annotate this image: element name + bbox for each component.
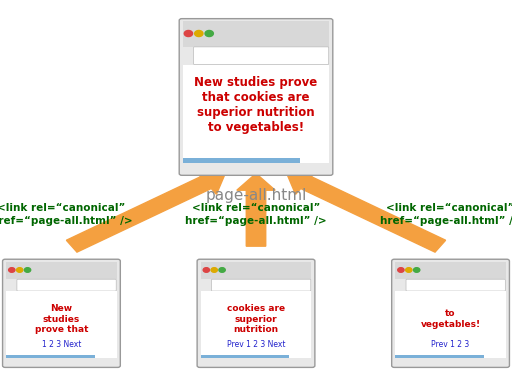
Text: page-all.html: page-all.html — [205, 188, 307, 203]
Circle shape — [406, 268, 412, 272]
Bar — [6, 262, 117, 279]
Bar — [183, 65, 329, 163]
Circle shape — [205, 31, 214, 37]
Bar — [201, 355, 289, 358]
Text: New
studies
prove that: New studies prove that — [35, 304, 88, 334]
Bar — [183, 158, 300, 163]
Text: Prev 1 2 3: Prev 1 2 3 — [432, 340, 470, 349]
FancyArrow shape — [287, 171, 445, 252]
Bar — [6, 355, 95, 358]
FancyBboxPatch shape — [17, 279, 116, 291]
FancyBboxPatch shape — [194, 47, 329, 65]
Bar — [201, 262, 311, 279]
Circle shape — [16, 268, 23, 272]
Circle shape — [25, 268, 31, 272]
Bar — [201, 291, 311, 358]
Circle shape — [398, 268, 404, 272]
Bar — [6, 291, 117, 358]
FancyArrow shape — [67, 171, 225, 252]
Circle shape — [219, 268, 225, 272]
Circle shape — [9, 268, 15, 272]
Text: 1 2 3 Next: 1 2 3 Next — [42, 340, 81, 349]
Bar — [395, 262, 506, 279]
Text: Prev 1 2 3 Next: Prev 1 2 3 Next — [227, 340, 285, 349]
Text: to
vegetables!: to vegetables! — [420, 309, 481, 329]
Circle shape — [195, 31, 203, 37]
FancyBboxPatch shape — [179, 19, 333, 175]
Bar — [183, 21, 329, 47]
Text: <link rel=“canonical”
href=“page-all.html” />: <link rel=“canonical” href=“page-all.htm… — [0, 203, 132, 226]
Circle shape — [203, 268, 209, 272]
FancyBboxPatch shape — [211, 279, 311, 291]
FancyBboxPatch shape — [406, 279, 505, 291]
FancyArrow shape — [237, 173, 275, 246]
Text: cookies are
superior
nutrition: cookies are superior nutrition — [227, 304, 285, 334]
FancyBboxPatch shape — [392, 259, 509, 367]
Text: <link rel=“canonical”
href=“page-all.html” />: <link rel=“canonical” href=“page-all.htm… — [380, 203, 512, 226]
Text: New studies prove
that cookies are
superior nutrition
to vegetables!: New studies prove that cookies are super… — [195, 76, 317, 134]
FancyBboxPatch shape — [197, 259, 315, 367]
Bar — [395, 355, 484, 358]
Text: <link rel=“canonical”
href=“page-all.html” />: <link rel=“canonical” href=“page-all.htm… — [185, 203, 327, 226]
Circle shape — [211, 268, 218, 272]
Circle shape — [184, 31, 193, 37]
Circle shape — [414, 268, 420, 272]
FancyBboxPatch shape — [3, 259, 120, 367]
Bar — [395, 291, 506, 358]
